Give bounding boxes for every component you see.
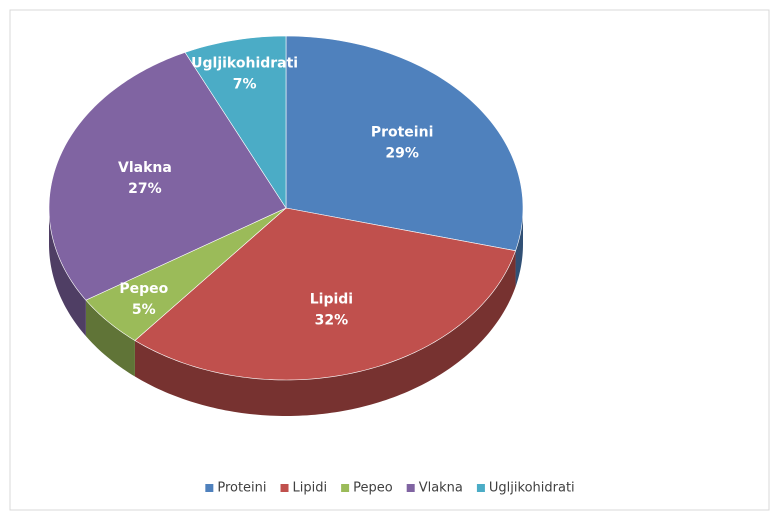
slice-side xyxy=(49,208,86,337)
slice xyxy=(85,207,287,341)
legend-swatch xyxy=(406,484,415,492)
legend-swatch xyxy=(280,484,289,492)
legend-swatch xyxy=(205,484,214,492)
slice-side xyxy=(515,208,523,287)
slice xyxy=(285,35,524,252)
data-label-value: 29% xyxy=(385,146,419,162)
slice-side xyxy=(134,250,516,416)
data-label-name: Proteini xyxy=(371,125,434,141)
data-label-value: 27% xyxy=(128,181,162,197)
data-label-value: 5% xyxy=(132,302,156,318)
data-label-name: Lipidi xyxy=(310,291,353,307)
data-label-value: 7% xyxy=(233,77,257,93)
slice xyxy=(134,207,516,381)
legend-swatch xyxy=(476,484,485,492)
legend-label: Proteini xyxy=(217,481,266,496)
data-label-name: Ugljikohidrati xyxy=(191,56,298,72)
data-label-value: 32% xyxy=(315,312,349,328)
slice-side xyxy=(85,300,135,377)
legend-label: Pepeo xyxy=(353,481,393,496)
data-label-name: Vlakna xyxy=(118,160,172,176)
legend-label: Lipidi xyxy=(293,481,328,496)
slice xyxy=(48,52,287,301)
legend-label: Ugljikohidrati xyxy=(489,481,575,496)
legend-label: Vlakna xyxy=(419,481,463,496)
data-label-name: Pepeo xyxy=(119,281,168,297)
legend-swatch xyxy=(341,484,350,492)
slice xyxy=(184,35,287,210)
